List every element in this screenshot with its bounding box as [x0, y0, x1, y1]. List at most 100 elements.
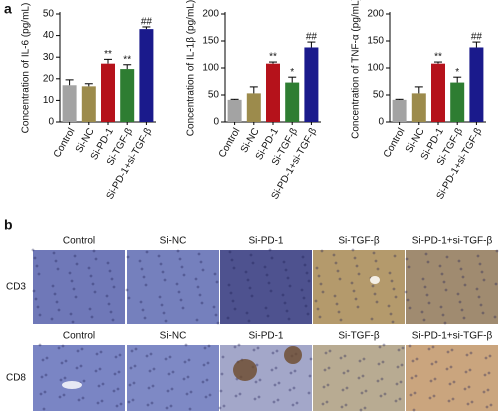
cell — [140, 267, 144, 271]
cell — [271, 351, 275, 355]
cell — [226, 316, 230, 320]
y-tick-label: 200 — [367, 9, 384, 20]
cell — [264, 306, 268, 310]
cell — [56, 267, 60, 271]
cell — [383, 392, 387, 396]
cell — [355, 264, 359, 268]
cell — [59, 378, 63, 382]
cell — [341, 388, 345, 392]
cell — [449, 365, 453, 369]
cell — [328, 349, 332, 353]
cell — [258, 378, 262, 382]
cell — [475, 287, 479, 291]
cell — [42, 407, 46, 411]
histology-image — [313, 250, 405, 324]
cell — [476, 254, 480, 258]
cell — [495, 249, 499, 253]
cell — [233, 345, 237, 349]
cell — [118, 353, 122, 357]
cell — [326, 383, 330, 387]
cell — [493, 315, 497, 319]
cell — [72, 287, 76, 291]
cell — [64, 359, 68, 363]
cell — [333, 294, 337, 298]
cell — [131, 398, 135, 402]
cell — [363, 406, 367, 410]
cell — [146, 403, 150, 407]
cell — [91, 282, 95, 286]
cell — [185, 392, 189, 396]
cell — [345, 386, 349, 390]
cell — [105, 294, 109, 298]
column-label: Si-PD-1+si-TGF-β — [412, 331, 493, 342]
cell — [337, 310, 341, 314]
cell — [180, 265, 184, 269]
cell — [465, 353, 469, 357]
cell — [38, 343, 42, 347]
cell — [39, 392, 43, 396]
cell — [189, 390, 193, 394]
cell — [202, 363, 206, 367]
cell — [230, 258, 234, 262]
cell — [165, 406, 169, 410]
y-tick-label: 150 — [367, 36, 384, 47]
cell — [32, 289, 36, 293]
y-tick-label: 50 — [373, 90, 385, 101]
cell — [98, 367, 102, 371]
cell — [69, 312, 73, 316]
cell — [238, 392, 242, 396]
stain-spot — [233, 359, 257, 381]
column-label: Si-PD-1 — [248, 236, 283, 247]
cell — [130, 349, 134, 353]
cell — [60, 361, 64, 365]
cell — [276, 398, 280, 402]
stain-spot — [284, 346, 302, 364]
cell — [316, 307, 320, 311]
cell — [332, 253, 336, 257]
cell — [110, 277, 114, 281]
cell — [372, 251, 376, 255]
cell — [273, 383, 277, 387]
cell — [144, 283, 148, 287]
cell — [263, 265, 267, 269]
cell — [451, 397, 455, 401]
bar — [246, 93, 261, 122]
cell — [314, 299, 318, 303]
column-label: Si-NC — [160, 331, 187, 342]
cell — [440, 272, 444, 276]
cell — [267, 281, 271, 285]
cell — [248, 286, 252, 290]
significance-label: * — [290, 67, 294, 78]
cell — [457, 259, 461, 263]
cell — [201, 268, 205, 272]
cell — [334, 261, 338, 265]
cell — [284, 268, 288, 272]
cell — [470, 400, 474, 404]
cell — [93, 290, 97, 294]
y-tick-label: 10 — [43, 95, 55, 106]
cell — [54, 259, 58, 263]
cell — [79, 364, 83, 368]
cell — [181, 306, 185, 310]
cell — [482, 278, 486, 282]
cell — [57, 346, 61, 350]
column-label: Si-NC — [160, 236, 187, 247]
cell — [483, 373, 487, 377]
cell — [187, 358, 191, 362]
cell — [441, 313, 445, 317]
cell — [88, 307, 92, 311]
cell — [219, 389, 223, 393]
significance-label: ** — [269, 52, 277, 63]
cell — [344, 403, 348, 407]
vessel — [370, 276, 380, 284]
cell — [80, 347, 84, 351]
cell — [75, 366, 79, 370]
cell — [421, 277, 425, 281]
cell — [486, 388, 490, 392]
cell — [426, 260, 430, 264]
cell — [342, 371, 346, 375]
cell — [50, 317, 54, 321]
cell — [197, 252, 201, 256]
cell — [126, 255, 130, 259]
y-axis-label: Concentration of TNF-α (pg/mL) — [351, 0, 362, 139]
